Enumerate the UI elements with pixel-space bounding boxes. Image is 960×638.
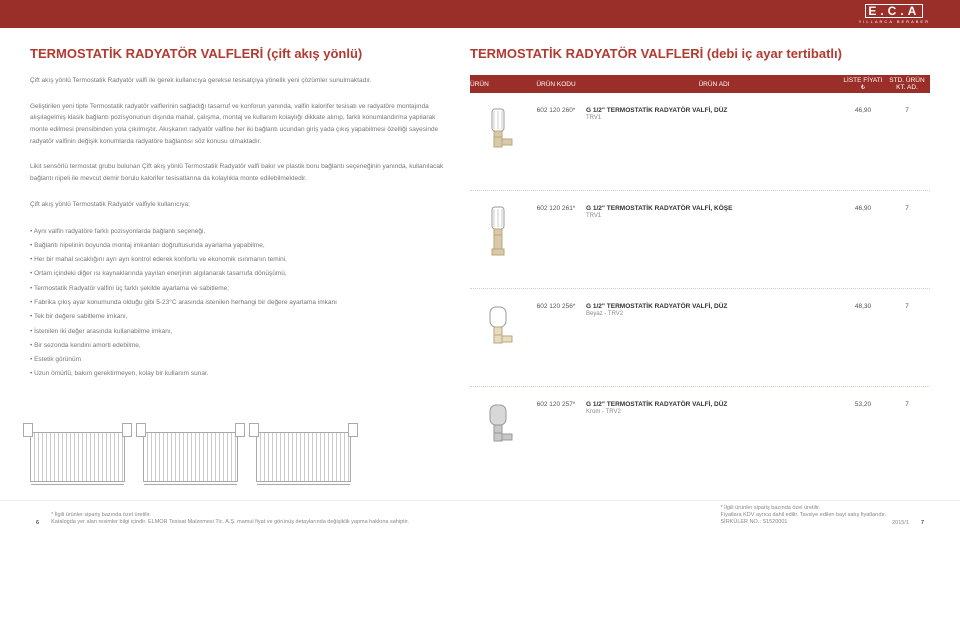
footnote: SİRKÜLER NO.: S1520001 xyxy=(721,519,887,526)
product-pack: 7 xyxy=(884,295,930,310)
product-name-sub: Beyaz - TRV2 xyxy=(586,311,623,317)
radiator-icon xyxy=(256,432,351,482)
footnote: * İlgili ürünler sipariş bazında özel ür… xyxy=(51,512,409,519)
left-title: TERMOSTATİK RADYATÖR VALFLERİ (çift akış… xyxy=(30,46,450,61)
page-number-right: 7 xyxy=(921,520,924,526)
header-band: E.C.A YILLARCA BERABER xyxy=(0,0,960,28)
product-name-main: G 1/2" TERMOSTATİK RADYATÖR VALFİ, DÜZ xyxy=(586,107,727,114)
footnote: * İlgili ürünler sipariş bazında özel ür… xyxy=(721,505,887,512)
bullet-item: Her bir mahal sıcaklığını ayrı ayrı kont… xyxy=(30,253,450,267)
valve-icon xyxy=(478,303,518,363)
th-name: ÜRÜN ADI xyxy=(586,81,842,88)
product-price: 53,20 xyxy=(842,393,884,408)
product-name-main: G 1/2" TERMOSTATİK RADYATÖR VALFİ, KÖŞE xyxy=(586,205,732,212)
brand-logo: E.C.A YILLARCA BERABER xyxy=(859,4,930,24)
th-pack: STD. ÜRÜN KT. AD. xyxy=(884,77,930,91)
bullet-item: Tek bir değere sabitleme imkanı, xyxy=(30,310,450,324)
product-code: 602 120 260* xyxy=(526,99,586,114)
product-code: 602 120 261* xyxy=(526,197,586,212)
product-image xyxy=(470,99,526,167)
product-image xyxy=(470,197,526,265)
th-price: LİSTE FİYATI ₺ xyxy=(842,77,884,91)
bullet-list: Aynı valfin radyatöre farklı pozisyonlar… xyxy=(30,225,450,382)
th-image: ÜRÜN xyxy=(470,81,526,88)
left-p1: Çift akış yönlü Termostatik Radyatör val… xyxy=(30,75,450,87)
valve-icon xyxy=(478,205,518,265)
product-name-sub: Krom - TRV2 xyxy=(586,409,621,415)
table-header: ÜRÜN ÜRÜN KODU ÜRÜN ADI LİSTE FİYATI ₺ S… xyxy=(470,75,930,93)
th-code: ÜRÜN KODU xyxy=(526,81,586,88)
product-name-main: G 1/2" TERMOSTATİK RADYATÖR VALFİ, DÜZ xyxy=(586,401,727,408)
valve-icon xyxy=(478,107,518,167)
product-code: 602 120 256* xyxy=(526,295,586,310)
product-name-sub: TRV1 xyxy=(586,213,601,219)
bullet-item: İstenilen iki değer arasında kullanabilm… xyxy=(30,325,450,339)
product-name: G 1/2" TERMOSTATİK RADYATÖR VALFİ, DÜZ B… xyxy=(586,295,842,317)
bullet-item: Ortam içindeki diğer ısı kaynaklarında y… xyxy=(30,267,450,281)
radiator-icon xyxy=(30,432,125,482)
footnote: Katalogda yer alan resimler bilgi içindi… xyxy=(51,519,409,526)
product-pack: 7 xyxy=(884,197,930,212)
right-title: TERMOSTATİK RADYATÖR VALFLERİ (debi iç a… xyxy=(470,46,930,61)
bullet-item: Termostatik Radyatör valfini üç farklı ş… xyxy=(30,282,450,296)
product-image xyxy=(470,393,526,461)
product-price: 46,90 xyxy=(842,197,884,212)
valve-icon xyxy=(478,401,518,461)
bullet-item: Bağlantı nipelinin boyunda montaj imkanl… xyxy=(30,239,450,253)
bullet-item: Estetik görünüm xyxy=(30,353,450,367)
product-pack: 7 xyxy=(884,99,930,114)
bullet-item: Aynı valfin radyatöre farklı pozisyonlar… xyxy=(30,225,450,239)
left-p3: Likit sensörlü termostat grubu bulunan Ç… xyxy=(30,161,450,184)
left-column: TERMOSTATİK RADYATÖR VALFLERİ (çift akış… xyxy=(30,46,470,490)
brand-logo-text: E.C.A xyxy=(865,4,923,18)
product-price: 48,30 xyxy=(842,295,884,310)
product-row: 602 120 260* G 1/2" TERMOSTATİK RADYATÖR… xyxy=(470,93,930,191)
product-code: 602 120 257* xyxy=(526,393,586,408)
product-row: 602 120 257* G 1/2" TERMOSTATİK RADYATÖR… xyxy=(470,387,930,485)
right-column: TERMOSTATİK RADYATÖR VALFLERİ (debi iç a… xyxy=(470,46,930,490)
product-image xyxy=(470,295,526,363)
footnote: Fiyatlara KDV ayrıca dahil edilir. Tavsi… xyxy=(721,512,887,519)
left-p2: Geliştirilen yeni tipte Termostatik rady… xyxy=(30,101,450,148)
radiator-icon xyxy=(143,432,238,482)
footer-date: 2015/1 xyxy=(892,520,909,526)
footer-left: 6 * İlgili ürünler sipariş bazında özel … xyxy=(30,505,409,526)
product-row: 602 120 256* G 1/2" TERMOSTATİK RADYATÖR… xyxy=(470,289,930,387)
brand-tagline: YILLARCA BERABER xyxy=(859,19,930,24)
product-name-main: G 1/2" TERMOSTATİK RADYATÖR VALFİ, DÜZ xyxy=(586,303,727,310)
page-number-left: 6 xyxy=(36,520,39,526)
product-name: G 1/2" TERMOSTATİK RADYATÖR VALFİ, KÖŞE … xyxy=(586,197,842,219)
product-price: 46,90 xyxy=(842,99,884,114)
footer: 6 * İlgili ürünler sipariş bazında özel … xyxy=(0,500,960,534)
bullet-item: Bir sezonda kendini amorti edebilme, xyxy=(30,339,450,353)
radiator-illustrations xyxy=(30,432,450,482)
product-name: G 1/2" TERMOSTATİK RADYATÖR VALFİ, DÜZ K… xyxy=(586,393,842,415)
left-p4: Çift akış yönlü Termostatik Radyatör val… xyxy=(30,199,450,211)
bullet-item: Uzun ömürlü, bakım gerektirmeyen, kolay … xyxy=(30,367,450,381)
product-pack: 7 xyxy=(884,393,930,408)
bullet-item: Fabrika çıkış ayar konumunda olduğu gibi… xyxy=(30,296,450,310)
product-name: G 1/2" TERMOSTATİK RADYATÖR VALFİ, DÜZ T… xyxy=(586,99,842,121)
footer-right: * İlgili ürünler sipariş bazında özel ür… xyxy=(721,505,930,526)
product-row: 602 120 261* G 1/2" TERMOSTATİK RADYATÖR… xyxy=(470,191,930,289)
product-name-sub: TRV1 xyxy=(586,115,601,121)
